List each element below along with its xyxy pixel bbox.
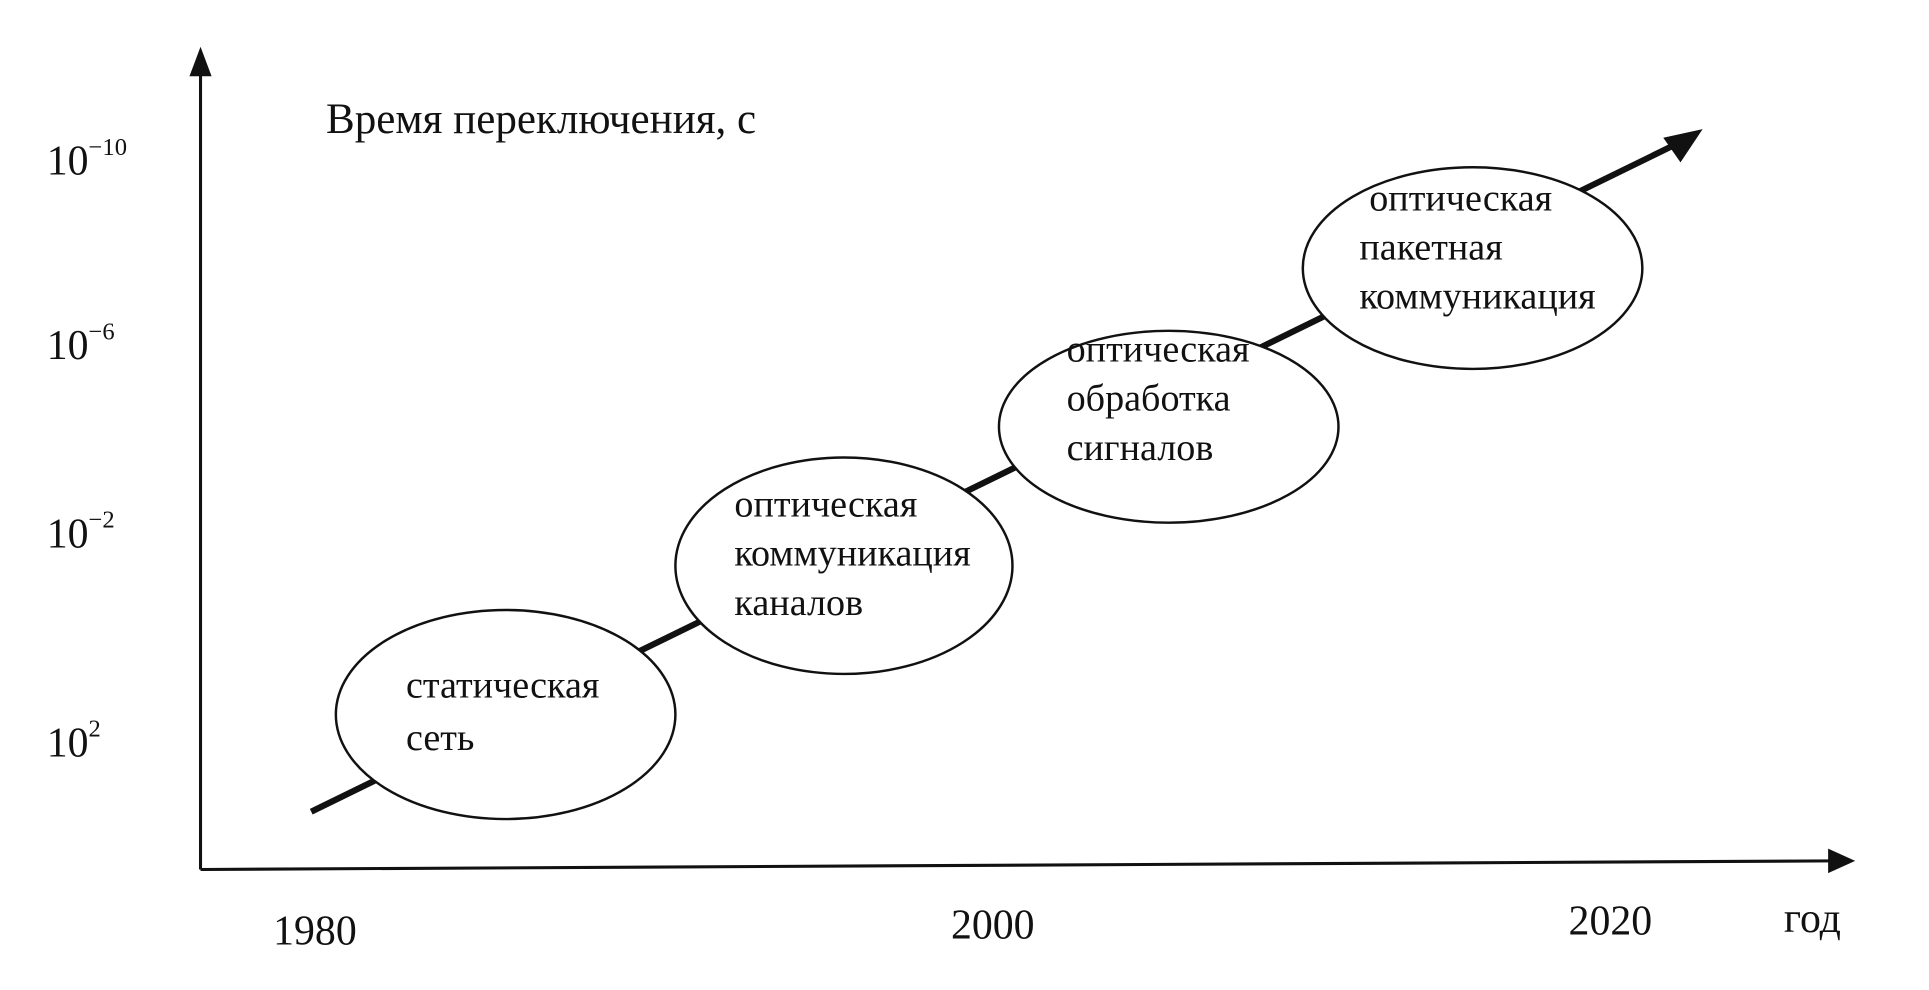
svg-text:обработка: обработка — [1067, 378, 1231, 420]
svg-text:каналов: каналов — [734, 582, 863, 624]
y-axis-title: Время переключения, с — [326, 96, 756, 143]
svg-text:пакетная: пакетная — [1359, 226, 1502, 268]
x-tick-label: 1980 — [273, 909, 357, 955]
y-tick-label: 10−10 — [47, 134, 127, 185]
stage-static-network: статическая сеть — [334, 608, 677, 821]
svg-text:статическая: статическая — [406, 664, 599, 706]
svg-text:10−2: 10−2 — [47, 507, 115, 558]
stage-optical-channel-communication: оптическая коммуникация каналов — [674, 456, 1014, 676]
svg-text:оптическая: оптическая — [1067, 329, 1250, 371]
stage-optical-signal-processing: оптическая обработка сигналов — [997, 329, 1340, 524]
svg-text:10−10: 10−10 — [47, 134, 127, 185]
svg-text:102: 102 — [47, 716, 101, 767]
trend-arrowhead — [1663, 129, 1703, 163]
y-axis-arrowhead — [189, 46, 212, 77]
svg-text:оптическая: оптическая — [1369, 177, 1552, 219]
y-tick-label: 102 — [47, 716, 101, 767]
y-tick-label: 10−6 — [47, 318, 115, 369]
x-axis-label: год — [1784, 896, 1841, 942]
svg-text:10−6: 10−6 — [47, 318, 115, 369]
y-tick-label: 10−2 — [47, 507, 115, 558]
svg-text:сигналов: сигналов — [1067, 427, 1214, 469]
x-tick-label: 2000 — [951, 902, 1035, 948]
svg-text:оптическая: оптическая — [734, 484, 917, 526]
x-tick-label: 2020 — [1569, 899, 1653, 945]
svg-text:сеть: сеть — [406, 717, 474, 759]
x-axis-arrowhead — [1828, 848, 1856, 874]
x-axis — [200, 859, 1834, 872]
svg-text:коммуникация: коммуникация — [1359, 276, 1595, 318]
svg-text:коммуникация: коммуникация — [734, 533, 970, 575]
stage-optical-packet-communication: оптическая пакетная коммуникация — [1301, 166, 1644, 371]
